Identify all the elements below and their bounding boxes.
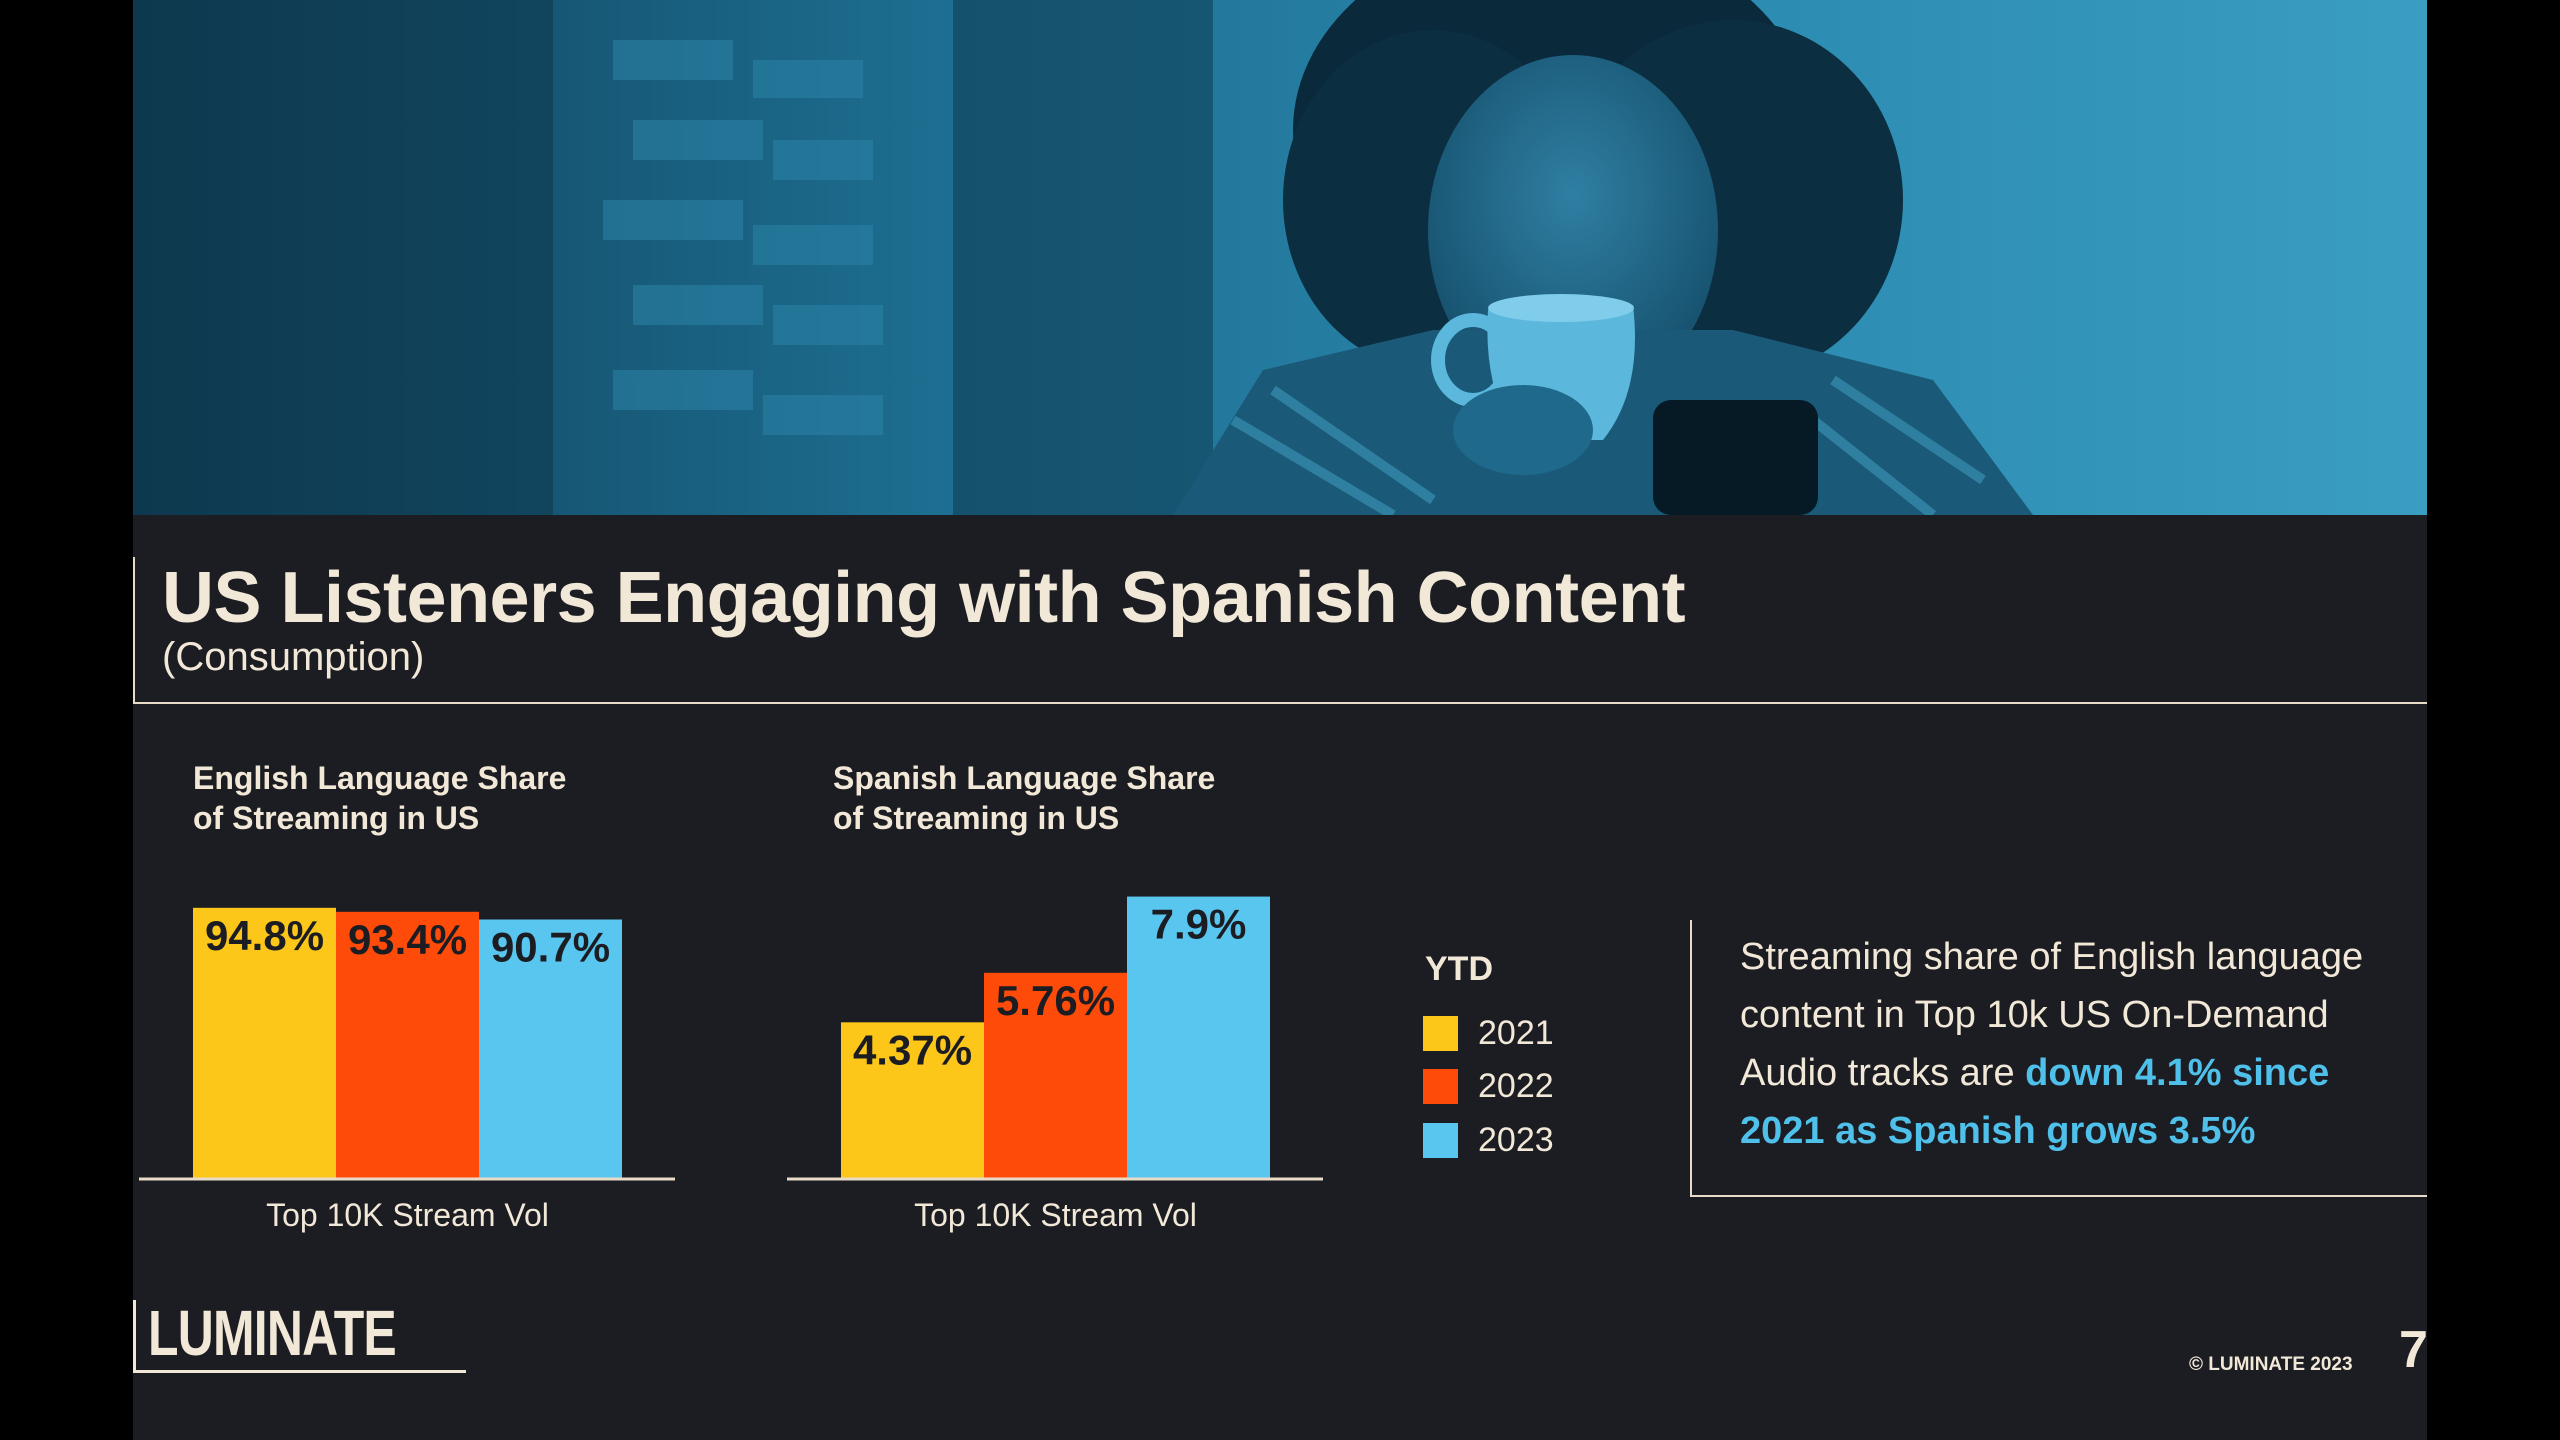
copyright: © LUMINATE 2023	[2189, 1354, 2353, 1375]
hero-photo-illustration	[133, 0, 2427, 515]
x-axis-label: Top 10K Stream Vol	[266, 1197, 549, 1233]
page-number: 7	[2399, 1321, 2427, 1379]
data-label-2022: 93.4%	[348, 916, 467, 963]
bar-2021	[193, 907, 336, 1178]
legend-swatch-2022	[1423, 1068, 1458, 1104]
luminate-logo: LUMINATE	[133, 1300, 466, 1373]
data-label-2021: 94.8%	[205, 912, 324, 959]
legend-item-2022: 2022	[1423, 1066, 1554, 1106]
legend-swatch-2023	[1423, 1122, 1458, 1158]
hero-image	[133, 0, 2427, 515]
data-label-2023: 90.7%	[491, 924, 610, 971]
spanish-share-chart: 4.37% 5.76% 7.9% Top 10K Stream Vol	[787, 896, 1323, 1233]
legend-item-2023: 2023	[1423, 1120, 1554, 1160]
legend-swatch-2021	[1423, 1015, 1458, 1051]
page-title: US Listeners Engaging with Spanish Conte…	[162, 558, 1686, 638]
legend-label: 2023	[1478, 1120, 1554, 1159]
legend-item-2021: 2021	[1423, 1013, 1554, 1053]
x-axis-label: Top 10K Stream Vol	[914, 1197, 1197, 1233]
spanish-chart-title: Spanish Language Share of Streaming in U…	[833, 760, 1216, 836]
bar-2022	[984, 972, 1127, 1178]
english-share-chart: 94.8% 93.4% 90.7% Top 10K Stream Vol	[139, 907, 675, 1233]
legend-title: YTD	[1425, 950, 1493, 988]
callout-text-highlight: down 4.1% since 2021 as Spanish grows 3.…	[1740, 1052, 2330, 1152]
data-label-2023: 7.9%	[1151, 901, 1247, 948]
insight-callout: Streaming share of English language cont…	[1690, 920, 2427, 1197]
title-block: US Listeners Engaging with Spanish Conte…	[133, 557, 2427, 704]
legend-label: 2021	[1478, 1013, 1554, 1052]
bar-2023	[1127, 896, 1270, 1178]
callout-text: Streaming share of English language cont…	[1740, 928, 2420, 1160]
legend-label: 2022	[1478, 1066, 1554, 1105]
logo-text: LUMINATE	[148, 1297, 397, 1369]
bar-2022	[336, 911, 479, 1178]
data-label-2022: 5.76%	[996, 977, 1115, 1024]
data-label-2021: 4.37%	[853, 1026, 972, 1073]
page-subtitle: (Consumption)	[162, 635, 425, 679]
slide: US Listeners Engaging with Spanish Conte…	[133, 0, 2427, 1440]
callout-text-plain: Streaming share of English language cont…	[1740, 936, 2364, 1094]
english-chart-title: English Language Share of Streaming in U…	[193, 760, 567, 836]
bar-2021	[841, 1022, 984, 1178]
bar-2023	[479, 919, 622, 1178]
